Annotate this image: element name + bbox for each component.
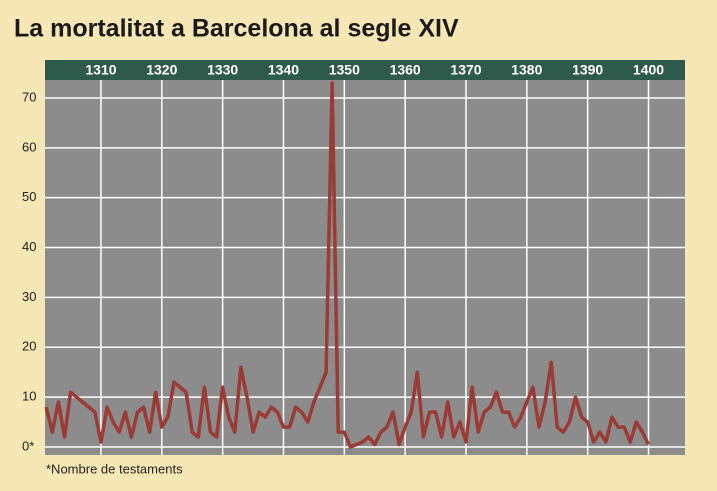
x-tick-label: 1350 [329,62,360,78]
y-tick-label: 10 [22,389,36,404]
y-tick-label: 50 [22,189,36,204]
x-tick-label: 1330 [207,62,238,78]
x-tick-label: 1390 [572,62,603,78]
chart-title: La mortalitat a Barcelona al segle XIV [14,15,459,43]
data-line [44,81,651,449]
x-tick-label: 1340 [268,62,299,78]
x-tick-label: 1360 [390,62,421,78]
y-tick-label: 20 [22,339,36,354]
plot-area [45,80,685,455]
footnote: *Nombre de testaments [46,461,183,476]
x-tick-label: 1320 [146,62,177,78]
x-tick-label: 1310 [85,62,116,78]
y-tick-label: 40 [22,239,36,254]
x-tick-label: 1380 [511,62,542,78]
y-tick-label: 30 [22,289,36,304]
x-axis-band [45,60,685,80]
y-tick-label: 0* [22,438,34,453]
y-tick-label: 60 [22,139,36,154]
x-tick-label: 1370 [450,62,481,78]
y-tick-label: 70 [22,89,36,104]
x-tick-label: 1400 [633,62,664,78]
